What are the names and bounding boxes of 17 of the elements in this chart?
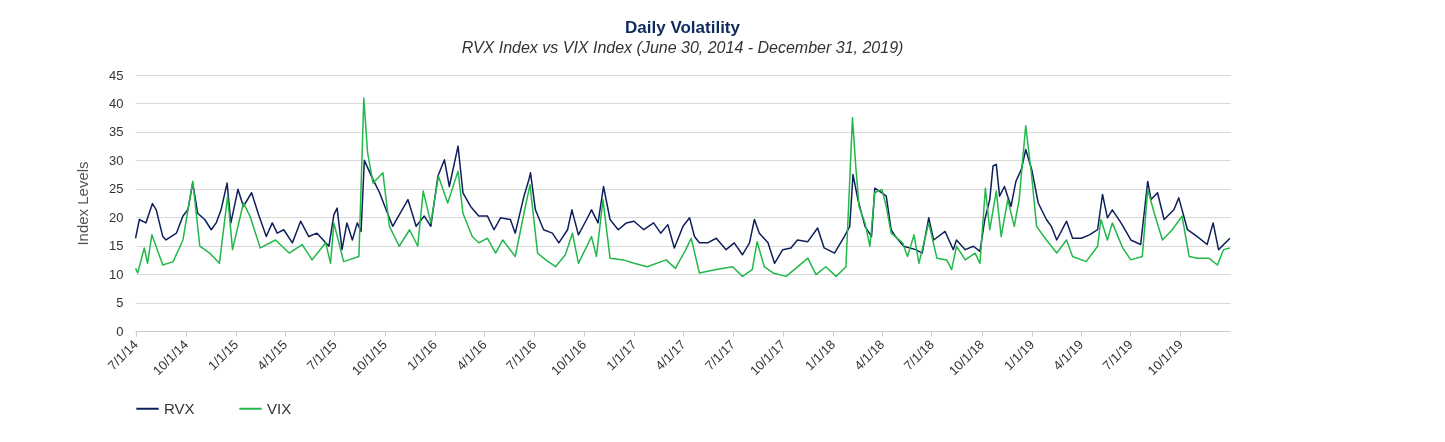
y-tick-label: 35 <box>109 124 124 140</box>
y-tick-label: 30 <box>109 152 124 168</box>
line-series <box>134 97 1231 278</box>
y-tick-label: 40 <box>109 95 124 111</box>
line-series <box>134 145 1231 265</box>
y-axis-title: Index Levels <box>74 161 92 246</box>
y-tick-label: 25 <box>109 181 124 197</box>
legend-label: RVX <box>164 399 195 417</box>
y-tick-label: 15 <box>109 238 124 254</box>
chart-title: Daily Volatility <box>625 18 741 37</box>
y-tick-label: 45 <box>109 67 124 83</box>
y-tick-label: 10 <box>109 266 124 282</box>
chart-subtitle: RVX Index vs VIX Index (June 30, 2014 - December 31, 2019) <box>461 39 904 56</box>
y-tick-label: 20 <box>109 209 124 225</box>
y-tick-label: 5 <box>116 295 124 311</box>
y-tick-label: 0 <box>116 323 124 339</box>
legend-label: VIX <box>267 399 292 417</box>
